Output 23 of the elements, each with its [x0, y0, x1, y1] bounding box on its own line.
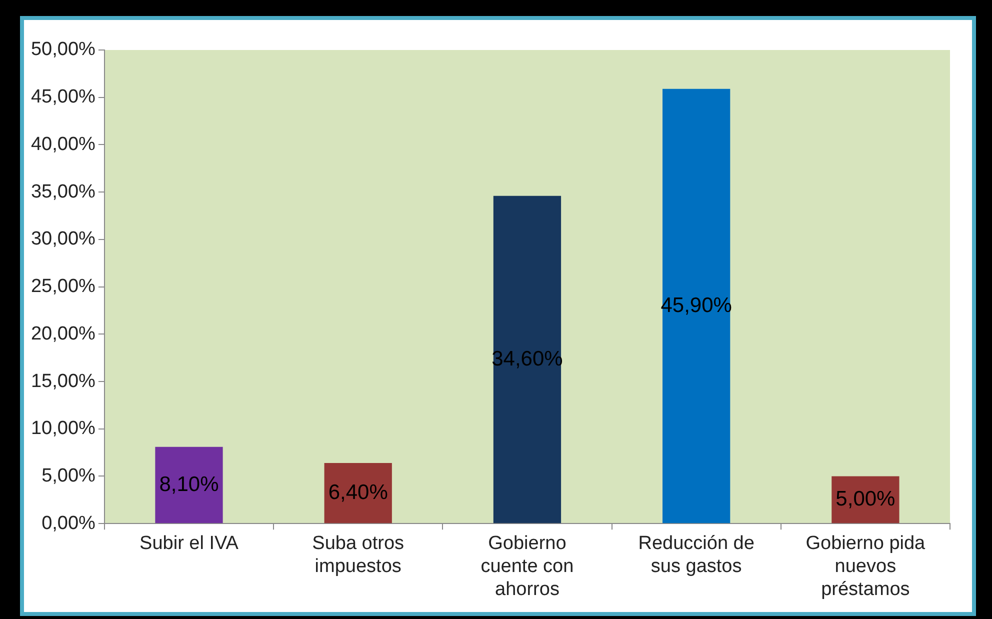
- x-tick-label: Gobierno cuente con ahorros: [480, 533, 574, 600]
- x-tick-label: Reducción de sus gastos: [638, 533, 754, 578]
- x-tick-label: Suba otros impuestos: [312, 533, 404, 578]
- y-tick-label: 0,00%: [42, 512, 96, 534]
- data-label: 5,00%: [836, 487, 896, 510]
- y-tick-label: 5,00%: [42, 465, 96, 486]
- bar: [155, 446, 223, 524]
- y-tick-label: 20,00%: [30, 323, 96, 344]
- x-tick-label: Gobierno pida nuevos préstamos: [806, 533, 926, 600]
- bar: [662, 88, 730, 524]
- y-tick-label: 40,00%: [30, 134, 96, 155]
- y-tick-label: 50,00%: [30, 39, 96, 60]
- y-tick-label: 35,00%: [30, 181, 96, 202]
- y-tick-label: 10,00%: [30, 418, 96, 440]
- y-tick-label: 45,00%: [30, 86, 96, 108]
- data-label: 8,10%: [159, 472, 219, 496]
- y-tick-label: 30,00%: [30, 228, 96, 250]
- bar: [324, 462, 392, 524]
- data-label: 6,40%: [328, 480, 388, 504]
- y-tick-label: 25,00%: [30, 276, 96, 298]
- bar: [493, 196, 562, 524]
- y-tick-label: 15,00%: [30, 370, 96, 392]
- x-tick-label: Subir el IVA: [140, 533, 239, 554]
